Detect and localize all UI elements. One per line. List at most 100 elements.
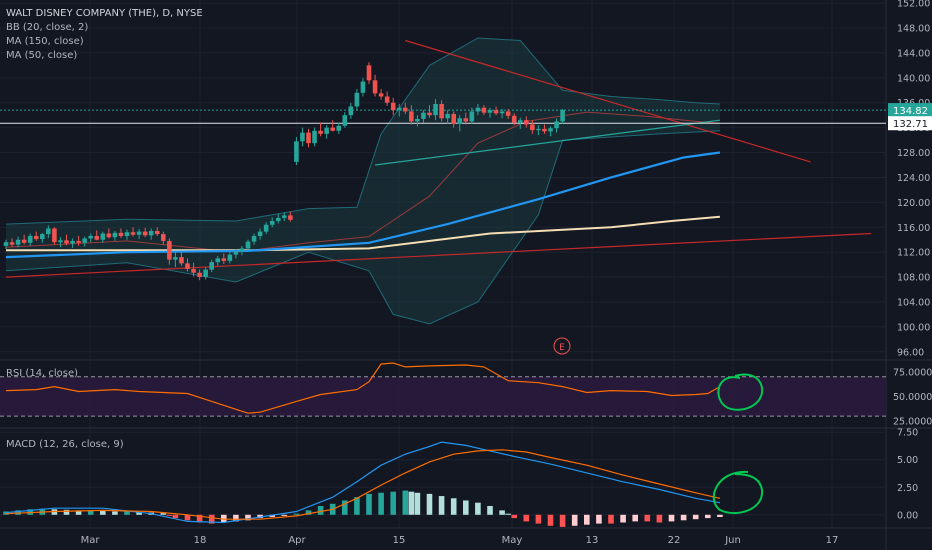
macd-histogram-bar [342,500,348,515]
candle-body [499,111,505,114]
candle-body [233,251,239,255]
candle-body [396,107,402,111]
candle-body [548,128,553,132]
indicator-label-ma50[interactable]: MA (50, close) [6,50,77,61]
x-tick-label: Apr [288,535,306,546]
macd-histogram-bar [487,505,493,515]
rsi-title[interactable]: RSI (14, close) [6,368,78,379]
x-tick-label: 15 [393,535,406,546]
candle-body [76,240,81,243]
macd-histogram-bar [87,510,94,515]
macd-histogram-bar [505,513,511,515]
chart-title: WALT DISNEY COMPANY (THE), D, NYSE [6,8,203,19]
candle-body [306,132,311,144]
macd-histogram-bar [414,492,421,515]
indicator-label-ma150[interactable]: MA (150, close) [6,36,84,47]
candle-body [445,113,450,119]
candle-body [161,234,166,241]
candle-body [384,96,390,103]
macd-histogram-bar [208,514,215,524]
price-y-tick-label: 104.00 [897,297,930,308]
candle-body [318,130,323,134]
macd-histogram-bar [166,514,173,516]
price-y-tick-label: 112.00 [897,248,930,259]
macd-histogram-bar [112,511,118,515]
candle-body [82,238,87,243]
candle-body [15,239,21,245]
macd-histogram-bar [408,491,415,515]
candle-body [185,263,190,269]
candle-body [427,112,432,116]
x-tick-label: Jun [724,535,741,546]
candle-body [433,103,438,116]
price-pane[interactable]: E [0,37,886,355]
macd-histogram-bar [317,505,324,515]
candle-body [9,242,15,245]
last-price-label-box [888,103,932,118]
candle-body [70,240,75,244]
candle-body [269,221,275,225]
trend-line-red [405,39,811,163]
macd-histogram-bar [680,514,687,521]
candle-body [191,268,196,273]
reference-price-label-box [888,116,932,131]
macd-histogram-bar [293,513,300,515]
candle-body [342,115,348,126]
candle-body [330,127,335,131]
macd-histogram-bar [668,514,675,522]
macd-histogram-bar [305,510,312,515]
price-y-tick-label: 100.00 [897,322,930,333]
candle-body [439,103,444,119]
price-y-tick-label: 152.00 [897,0,930,10]
macd-histogram-bar [354,497,360,515]
macd-histogram-bar [644,514,651,522]
candle-body [227,254,233,261]
candle-body [469,111,475,122]
x-tick-label: 18 [194,535,207,546]
rsi-y-tick-label: 75.0000 [893,367,932,378]
candle-body [451,113,456,124]
macd-histogram-bar [63,509,70,515]
macd-histogram-bar [233,514,239,522]
macd-histogram-bar [75,510,82,515]
candle-body [21,239,27,243]
candle-body [239,248,245,252]
candle-body [354,92,360,107]
trend-line-green [375,119,720,166]
candle-body [493,110,499,114]
macd-histogram-bar [281,514,288,516]
candle-body [64,240,69,244]
price-y-tick-label: 148.00 [897,24,930,35]
macd-y-tick-label: 5.00 [897,455,918,466]
rsi-band-fill [0,376,886,417]
candle-body [130,232,136,235]
bollinger-lower-line [5,130,720,325]
candle-body [294,141,299,162]
macd-title[interactable]: MACD (12, 26, close, 9) [6,439,124,450]
macd-histogram-bar [366,493,372,515]
x-tick-label: 17 [826,535,839,546]
price-y-tick-label: 124.00 [897,173,930,184]
candle-body [378,93,384,97]
macd-histogram-bar [596,514,602,524]
price-y-tick-label: 144.00 [897,48,930,59]
macd-histogram-bar [124,511,130,515]
macd-histogram-bar [511,514,517,519]
indicator-label-bb[interactable]: BB (20, close, 2) [6,22,88,33]
macd-histogram-bar [608,514,614,524]
macd-pane[interactable] [3,441,723,527]
candle-body [209,262,214,270]
candle-body [100,233,106,240]
macd-histogram-bar [245,514,251,521]
candle-body [348,106,354,116]
candle-body [179,257,184,264]
candle-body [173,257,178,260]
candle-body [106,233,112,238]
candle-body [542,128,547,132]
candle-body [154,230,160,235]
macd-histogram-bar [705,514,711,519]
candle-body [136,231,142,235]
macd-histogram-bar [426,493,433,515]
candle-body [275,217,281,222]
